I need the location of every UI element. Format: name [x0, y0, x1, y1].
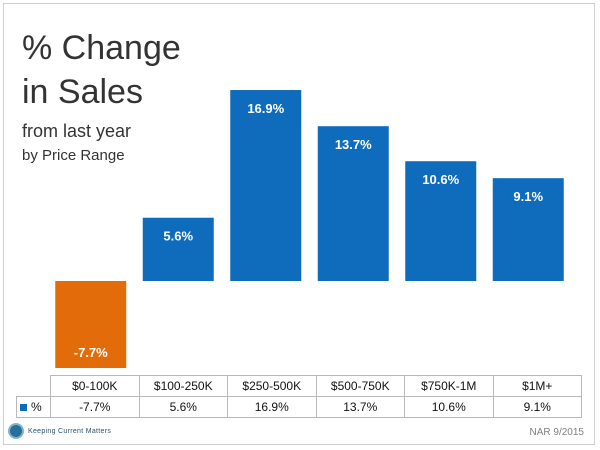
table-value-2: 16.9% [227, 396, 317, 418]
bar-1 [142, 217, 214, 281]
legend-label: % [31, 400, 42, 414]
data-label-5: 9.1% [513, 189, 543, 204]
category-label-0: $0-100K [50, 375, 140, 397]
legend-swatch [20, 404, 27, 412]
source-note: NAR 9/2015 [529, 427, 584, 438]
category-row: $0-100K $100-250K $250-500K $500-750K $750K-… [16, 375, 582, 397]
logo-text: Keeping Current Matters [28, 428, 111, 435]
bar-3 [317, 126, 389, 281]
data-label-2: 16.9% [247, 101, 284, 116]
bar-0 [55, 281, 127, 369]
logo: Keeping Current Matters [8, 423, 111, 439]
chart-frame [3, 3, 595, 445]
category-label-5: $1M+ [492, 375, 582, 397]
legend-key: % [16, 396, 51, 418]
bar-2 [230, 90, 302, 281]
category-label-1: $100-250K [138, 375, 228, 397]
bar-5 [492, 178, 564, 281]
data-label-3: 13.7% [335, 137, 372, 152]
table-value-0: -7.7% [50, 396, 140, 418]
chart-subtitle: from last year [22, 121, 132, 141]
chart-subtitle-2: by Price Range [22, 147, 125, 164]
data-label-4: 10.6% [422, 172, 459, 187]
category-label-3: $500-750K [315, 375, 405, 397]
title-block: % Change in Sales from last year by Pric… [22, 26, 212, 166]
data-table: $0-100K $100-250K $250-500K $500-750K $750K-… [16, 375, 582, 418]
value-row: % -7.7% 5.6% 16.9% 13.7% 10.6% 9.1% [16, 396, 582, 418]
logo-name: Keeping Current Matters [28, 427, 112, 435]
table-value-5: 9.1% [492, 396, 582, 418]
chart-title: % Change in Sales [22, 29, 181, 111]
bar-4 [405, 161, 477, 281]
table-corner [16, 375, 51, 397]
data-label-0: -7.7% [74, 345, 108, 360]
logo-icon [8, 423, 24, 439]
category-label-2: $250-500K [227, 375, 317, 397]
table-value-4: 10.6% [404, 396, 494, 418]
data-label-1: 5.6% [163, 229, 193, 244]
category-label-4: $750K-1M [404, 375, 494, 397]
table-value-1: 5.6% [138, 396, 228, 418]
table-value-3: 13.7% [315, 396, 405, 418]
